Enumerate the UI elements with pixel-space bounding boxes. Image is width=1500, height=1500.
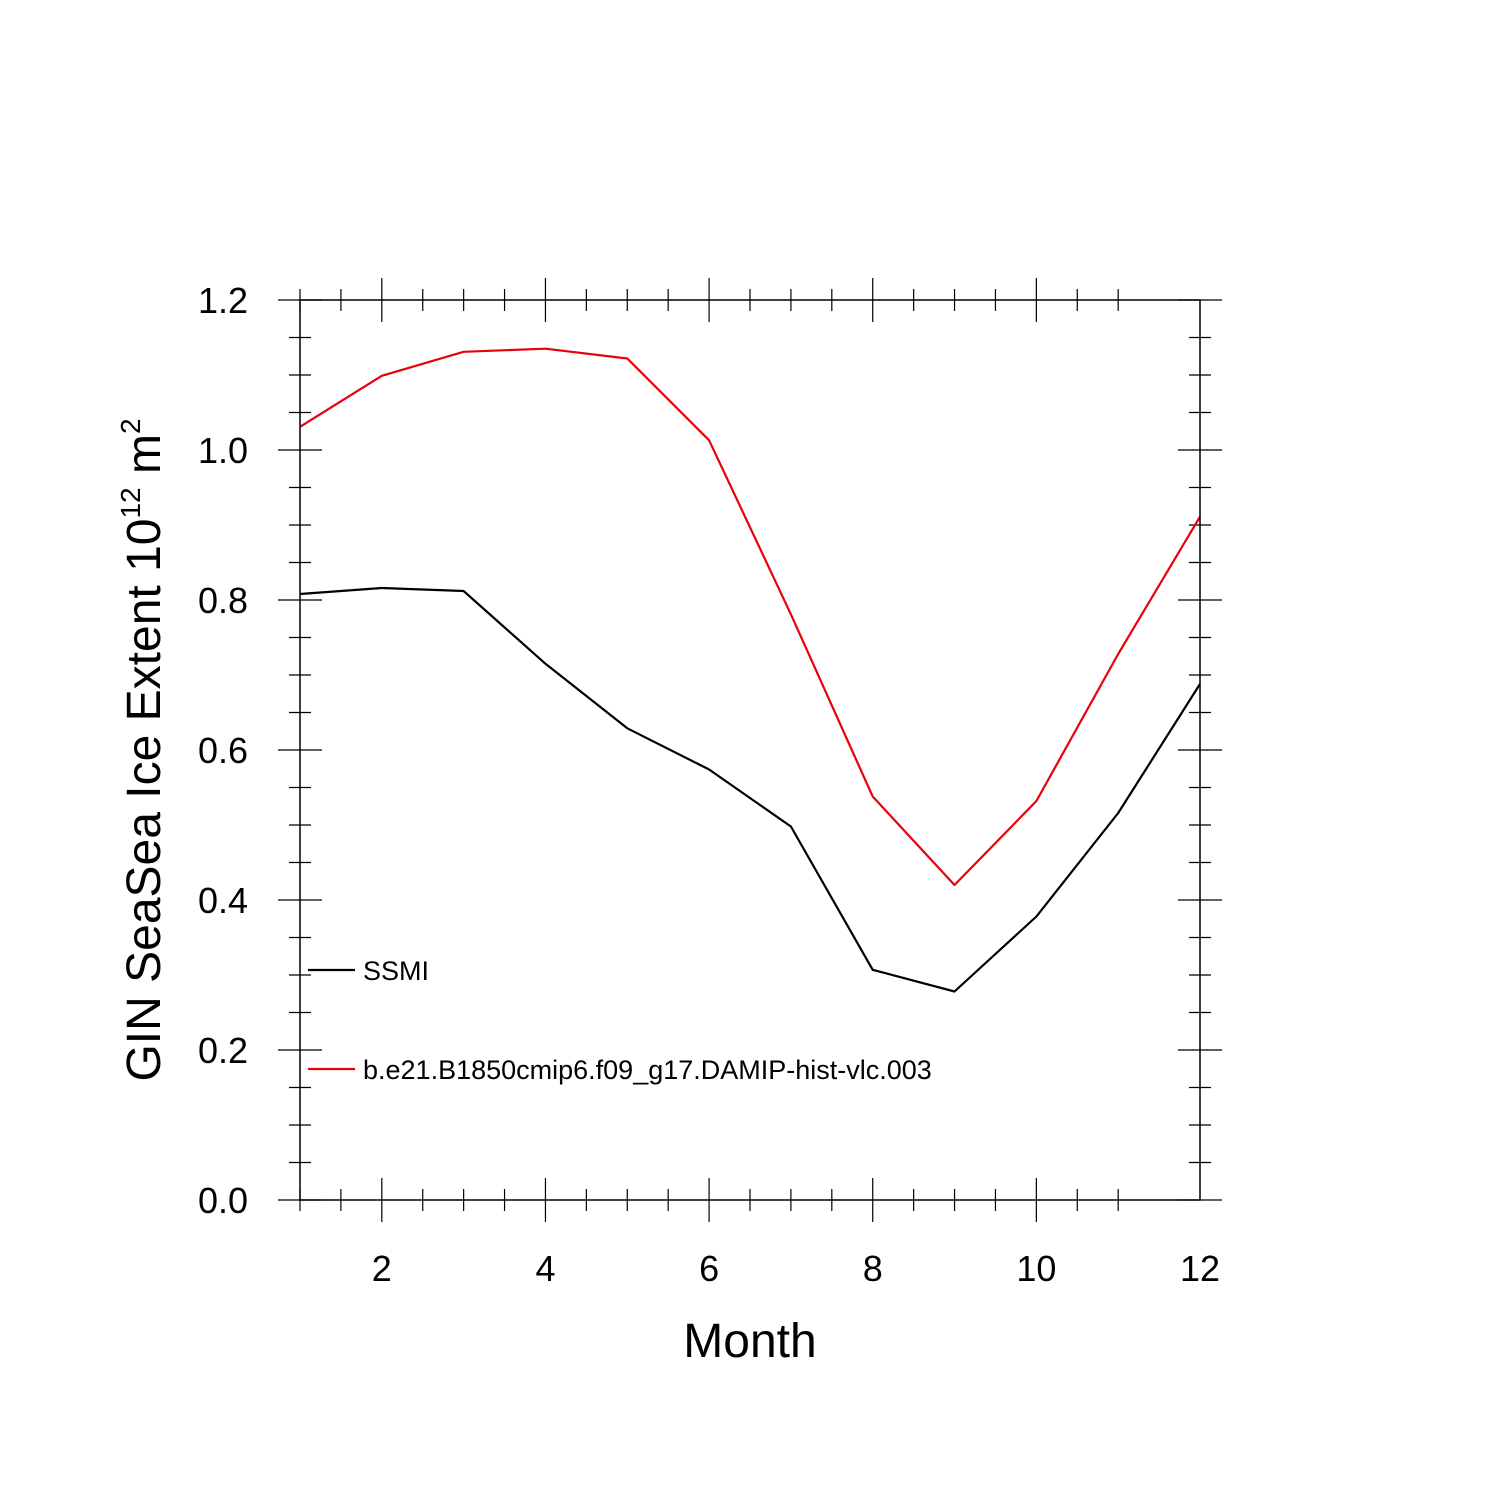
legend-label-2: b.e21.B1850cmip6.f09_g17.DAMIP-hist-vlc.… <box>363 1055 932 1085</box>
series-line-1 <box>299 586 1201 993</box>
y-tick-label: 1.0 <box>198 430 248 471</box>
y-tick-label: 1.2 <box>198 280 248 321</box>
y-axis-title-unit-power: 2 <box>115 418 146 434</box>
x-tick-label: 2 <box>372 1248 392 1289</box>
legend-label-1: SSMI <box>363 956 429 986</box>
y-tick-label: 0.2 <box>198 1030 248 1071</box>
x-tick-label: 6 <box>699 1248 719 1289</box>
y-tick-label: 0.0 <box>198 1180 248 1221</box>
y-tick-label: 0.4 <box>198 880 248 921</box>
y-tick-label: 0.8 <box>198 580 248 621</box>
x-tick-label: 12 <box>1180 1248 1220 1289</box>
y-axis-title: GIN SeaSea Ice Extent 1012 m2 <box>115 418 171 1081</box>
y-tick-label: 0.6 <box>198 730 248 771</box>
x-tick-label: 10 <box>1016 1248 1056 1289</box>
tick-labels: 2 4 6 8 10 12 0.0 0.2 0.4 0.6 0.8 1.0 1.2 <box>198 280 1220 1289</box>
y-axis-title-power: 12 <box>115 487 146 518</box>
plot-frame <box>299 299 1201 1201</box>
x-axis-title: Month <box>683 1315 816 1368</box>
y-axis-title-unit: m <box>118 434 171 487</box>
series-line-2 <box>299 347 1201 887</box>
y-axis-title-main: GIN SeaSea Ice Extent 10 <box>118 519 171 1082</box>
x-tick-label: 8 <box>863 1248 883 1289</box>
x-tick-label: 4 <box>535 1248 555 1289</box>
series-lines <box>299 347 1201 993</box>
legend: SSMI b.e21.B1850cmip6.f09_g17.DAMIP-hist-… <box>308 956 932 1085</box>
